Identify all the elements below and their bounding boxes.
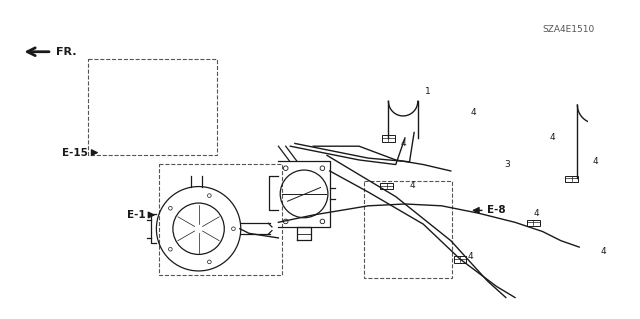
Bar — [382, 135, 395, 142]
Bar — [159, 164, 282, 275]
Bar — [527, 219, 540, 226]
Text: 3: 3 — [504, 160, 509, 169]
Text: 4: 4 — [600, 247, 606, 256]
Text: 4: 4 — [593, 157, 598, 166]
Text: 4: 4 — [401, 139, 406, 148]
Text: FR.: FR. — [56, 47, 77, 57]
Bar — [566, 175, 579, 182]
Bar — [364, 182, 452, 278]
Bar — [589, 258, 602, 264]
Bar — [589, 174, 602, 180]
Text: 4: 4 — [410, 181, 415, 190]
Text: 4: 4 — [550, 132, 556, 142]
Text: SZA4E1510: SZA4E1510 — [543, 25, 595, 34]
Text: 4: 4 — [467, 252, 473, 261]
Text: E-1: E-1 — [127, 210, 145, 220]
Text: 4: 4 — [471, 108, 477, 117]
Text: 1: 1 — [425, 87, 431, 96]
Bar — [454, 256, 467, 263]
Bar — [88, 59, 218, 155]
Bar — [380, 183, 393, 189]
Text: 4: 4 — [533, 209, 539, 218]
Text: E-8: E-8 — [488, 205, 506, 215]
Text: E-15: E-15 — [61, 148, 88, 158]
